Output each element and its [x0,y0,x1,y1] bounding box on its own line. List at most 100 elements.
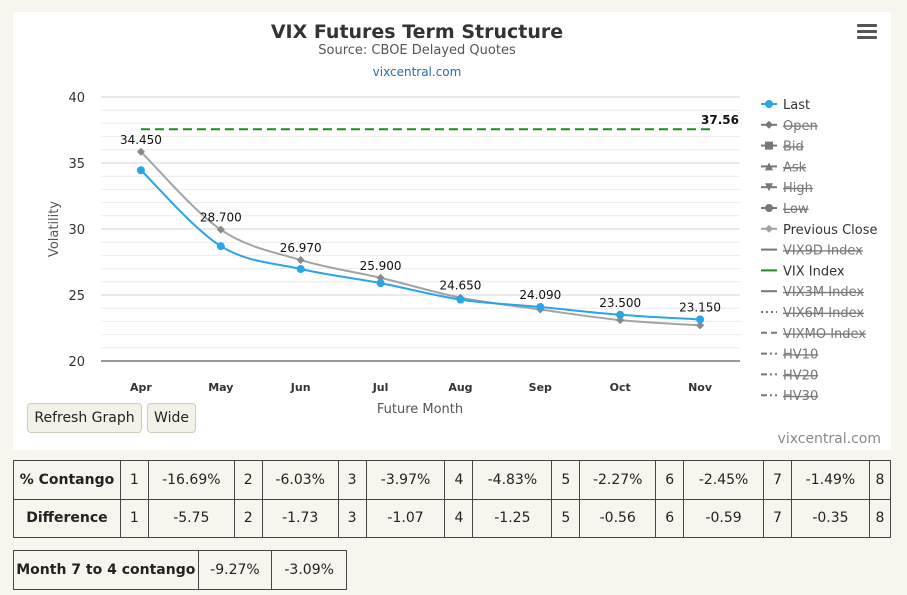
table-row: % Contango 1 -16.69% 2 -6.03% 3 -3.97% 4 -4.83% 5… [13,460,892,500]
value-cell: -0.35 [790,498,870,538]
credit-text: vixcentral.com [777,431,881,447]
chart-panel: VIX Futures Term Structure Source: CBOE D… [13,12,891,450]
value-cell: -6.03% [261,460,339,500]
chart-subtitle: Source: CBOE Delayed Quotes [318,43,516,58]
month-7-to-4-value: -9.27% [197,550,273,590]
legend-item[interactable]: Low [783,202,809,217]
value-cell: -1.49% [790,460,870,500]
x-tick-label: May [208,381,233,394]
previous-close-point [136,147,145,156]
legend-square-icon [765,141,773,150]
value-cell: -0.59 [683,498,765,538]
value-cell: -5.75 [147,498,235,538]
x-tick-label: Jun [290,381,311,394]
month-index-cell: 2 [233,498,263,538]
chart-title: VIX Futures Term Structure [271,21,563,43]
legend-triangle-down-icon [765,183,773,192]
month-index-cell: 1 [119,498,149,538]
previous-close-point [216,225,225,234]
y-tick-label: 30 [68,223,85,238]
month-index-cell: 1 [119,460,149,500]
x-axis-title: Future Month [377,402,463,417]
data-label: 23.500 [599,296,641,310]
month-index-cell: 6 [655,460,685,500]
y-tick-label: 20 [68,355,85,370]
month-index-cell: 7 [763,460,792,500]
data-label: 24.650 [439,279,481,293]
legend-item[interactable]: VIX6M Index [783,306,864,321]
month-7-to-4-label: Month 7 to 4 contango [13,550,199,590]
previous-close-point [696,321,705,330]
legend-diamond-icon [765,224,773,233]
value-cell: -3.97% [365,460,446,500]
vix-index-label: 37.56 [701,113,739,127]
month-index-cell: 4 [444,460,474,500]
value-cell: -4.83% [472,460,553,500]
x-tick-label: Sep [529,381,552,394]
y-axis-title: Volatility [47,201,62,257]
data-label: 34.450 [120,133,162,147]
last-point [456,295,465,304]
x-tick-label: Jul [372,381,389,394]
month-index-cell: 3 [337,460,367,500]
month-index-cell: 6 [655,498,685,538]
value-cell: -2.45% [683,460,765,500]
legend-item[interactable]: VIX9D Index [783,244,863,259]
data-label: 26.970 [280,241,322,255]
legend-item[interactable]: Last [783,98,810,113]
legend-item[interactable]: High [783,181,813,196]
month-7-to-4-table: Month 7 to 4 contango -9.27% -3.09% [13,550,347,590]
previous-close-point [296,256,305,265]
month-index-cell: 3 [337,498,367,538]
last-point [296,264,305,273]
value-cell: -16.69% [147,460,235,500]
month-index-cell: 4 [444,498,474,538]
legend-circle-icon [765,204,773,212]
x-tick-label: Aug [448,381,472,394]
value-cell: -0.56 [579,498,657,538]
chart-menu-icon[interactable] [857,22,877,40]
month-index-cell: 2 [233,460,263,500]
legend-item[interactable]: Ask [783,160,807,175]
legend-item[interactable]: VIX Index [783,264,845,279]
last-point [216,242,225,251]
legend-item[interactable]: HV30 [783,389,818,404]
value-cell: -1.07 [365,498,446,538]
data-label: 24.090 [519,288,561,302]
y-tick-label: 25 [68,289,85,304]
legend-item[interactable]: HV10 [783,348,818,363]
wide-button[interactable]: Wide [147,403,196,433]
row-label: Difference [13,498,121,538]
chart-link: vixcentral.com [373,65,462,79]
legend-triangle-icon [765,162,773,171]
y-tick-label: 40 [68,91,85,106]
month-index-cell: 5 [551,498,581,538]
month-index-cell: 8 [868,460,892,500]
legend-circle-icon [765,100,773,108]
last-point [616,310,625,319]
value-cell: -2.27% [579,460,657,500]
x-tick-label: Apr [130,381,152,394]
month-7-to-4-value: -3.09% [271,550,347,590]
last-point [536,303,545,312]
table-row: Difference 1 -5.75 2 -1.73 3 -1.07 4 -1.25 5 -0.56… [13,498,892,538]
month-index-cell: 7 [763,498,792,538]
legend-item[interactable]: VIX3M Index [783,285,864,300]
last-point [136,166,145,175]
refresh-graph-button[interactable]: Refresh Graph [27,403,142,433]
last-point [696,315,705,324]
data-label: 28.700 [200,211,242,225]
data-label: 23.150 [679,300,721,314]
value-cell: -1.73 [261,498,339,538]
row-label: % Contango [13,460,121,500]
legend-item[interactable]: Open [783,119,818,134]
legend-item[interactable]: Bid [783,140,804,155]
legend-item[interactable]: VIXMO Index [783,327,866,342]
legend-item[interactable]: Previous Close [783,223,878,238]
value-cell: -1.25 [472,498,553,538]
x-tick-label: Nov [688,381,713,394]
x-tick-label: Oct [610,381,631,394]
legend-item[interactable]: HV20 [783,368,818,383]
last-point [376,279,385,288]
